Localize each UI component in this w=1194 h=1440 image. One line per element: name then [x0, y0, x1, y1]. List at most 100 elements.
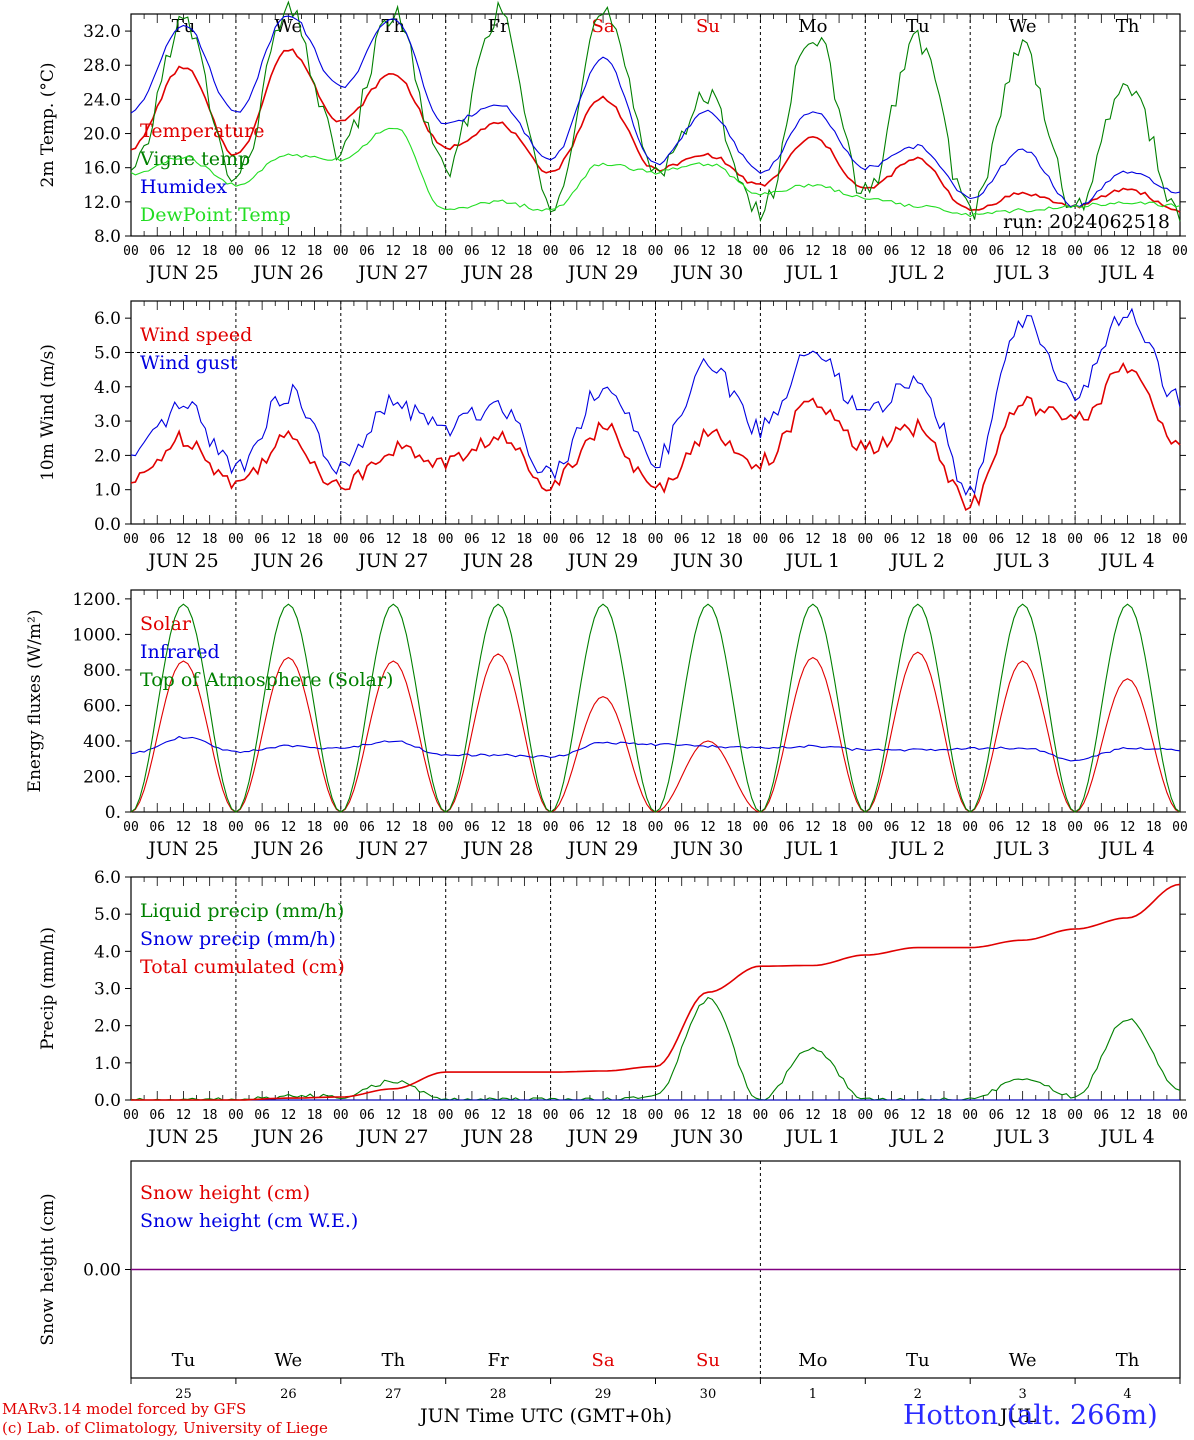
weekday-label: Su — [696, 1350, 720, 1371]
hour-label: 18 — [307, 532, 323, 547]
series-line-dewpoint-temp — [130, 127, 1181, 218]
hour-label: 06 — [254, 1108, 270, 1123]
hour-label: 12 — [910, 532, 926, 547]
y-tick-label: 2.0 — [94, 1017, 121, 1037]
date-label: JUN 27 — [356, 1126, 428, 1148]
hour-label: 12 — [700, 1108, 716, 1123]
hour-label: 00 — [857, 1108, 873, 1123]
hour-label: 18 — [202, 1108, 218, 1123]
hour-label: 12 — [281, 244, 297, 259]
legend-entry: Wind gust — [140, 352, 238, 374]
series-line-wind-speed — [130, 361, 1181, 512]
day-number-label: 3 — [1019, 1387, 1027, 1402]
series-line-humidex — [130, 15, 1181, 208]
weekday-label: Su — [696, 16, 720, 37]
hour-label: 18 — [831, 532, 847, 547]
hour-label: 06 — [1093, 820, 1109, 835]
date-label: JUN 29 — [566, 838, 638, 860]
hour-label: 18 — [726, 820, 742, 835]
series-line-liquid-precip-mm-h- — [130, 996, 1181, 1101]
hour-label: 12 — [490, 532, 506, 547]
y-tick-label: 0.0 — [94, 1091, 121, 1111]
plot-frame — [130, 300, 1181, 525]
hour-label: 12 — [700, 244, 716, 259]
y-tick-label: 200. — [83, 767, 121, 787]
legend-entry: DewPoint Temp — [140, 204, 291, 226]
hour-label: 12 — [595, 244, 611, 259]
hour-label: 00 — [648, 820, 664, 835]
hour-label: 06 — [779, 532, 795, 547]
panel-wind: 0.0 1.0 2.0 3.0 4.0 5.0 6.0 10m Wind (m/s) 00 06 1… — [38, 300, 1188, 572]
hour-label: 00 — [857, 532, 873, 547]
hour-label: 06 — [359, 532, 375, 547]
weekday-label: Fr — [488, 16, 509, 37]
day-number-label: 1 — [809, 1387, 817, 1402]
hour-label: 06 — [1093, 1108, 1109, 1123]
hour-label: 00 — [543, 532, 559, 547]
weekday-label: Tu — [906, 16, 930, 37]
hour-label: 12 — [1120, 820, 1136, 835]
hour-label: 18 — [1041, 244, 1057, 259]
hour-label: 00 — [228, 532, 244, 547]
hour-label: 06 — [1093, 244, 1109, 259]
hour-label: 12 — [385, 532, 401, 547]
date-label: JUL 4 — [1098, 838, 1154, 860]
legend-entry: Wind speed — [140, 324, 252, 346]
hour-label: 12 — [910, 244, 926, 259]
y-axis-title: Energy fluxes (W/m²) — [25, 610, 45, 793]
date-label: JUN 27 — [356, 838, 428, 860]
model-label: MARv3.14 model forced by GFS — [2, 1400, 247, 1418]
hour-label: 18 — [1146, 820, 1162, 835]
hour-label: 00 — [648, 1108, 664, 1123]
date-label: JUL 2 — [889, 1126, 945, 1148]
y-tick-label: 3.0 — [94, 980, 121, 1000]
series-line-total-cumulated-cm- — [131, 883, 1181, 1101]
month-label-jul: JUL — [1000, 1405, 1037, 1427]
date-label: JUN 28 — [461, 262, 533, 284]
hour-label: 00 — [543, 1108, 559, 1123]
hour-label: 06 — [464, 820, 480, 835]
hour-label: 18 — [412, 1108, 428, 1123]
date-label: JUL 1 — [784, 838, 840, 860]
hour-label: 00 — [753, 244, 769, 259]
weekday-label: Mo — [798, 16, 827, 37]
y-tick-label: 4.0 — [94, 942, 121, 962]
hour-label: 06 — [569, 820, 585, 835]
hour-label: 12 — [1015, 532, 1031, 547]
hour-label: 06 — [674, 532, 690, 547]
series-line-temperature — [130, 48, 1181, 213]
hour-label: 00 — [438, 244, 454, 259]
weekday-label: Sa — [592, 1350, 615, 1371]
hour-label: 06 — [149, 532, 165, 547]
day-number-label: 28 — [490, 1387, 507, 1402]
hour-label: 00 — [1172, 532, 1188, 547]
series-line-wind-gust — [130, 307, 1181, 497]
date-label: JUN 29 — [566, 262, 638, 284]
date-label: JUL 1 — [784, 262, 840, 284]
hour-label: 18 — [202, 532, 218, 547]
hour-label: 18 — [1146, 1108, 1162, 1123]
hour-label: 00 — [333, 820, 349, 835]
day-number-label: 25 — [175, 1387, 192, 1402]
hour-label: 18 — [1041, 820, 1057, 835]
hour-label: 00 — [438, 820, 454, 835]
weekday-label: Th — [1116, 16, 1140, 37]
hour-label: 00 — [1067, 1108, 1083, 1123]
date-label: JUL 2 — [889, 838, 945, 860]
hour-label: 00 — [228, 820, 244, 835]
day-number-label: 27 — [385, 1387, 402, 1402]
hour-label: 18 — [726, 1108, 742, 1123]
hour-label: 18 — [307, 244, 323, 259]
legend-entry: Infrared — [140, 641, 220, 663]
hour-label: 12 — [1015, 1108, 1031, 1123]
hour-label: 06 — [779, 244, 795, 259]
run-label: run: 2024062518 — [1003, 211, 1170, 233]
hour-label: 00 — [333, 244, 349, 259]
date-label: JUL 4 — [1098, 262, 1154, 284]
hour-label: 06 — [674, 820, 690, 835]
hour-label: 18 — [726, 244, 742, 259]
panel-energy: 0. 200. 400. 600. 800. 1000. 1200. Energy fluxe… — [25, 589, 1188, 860]
hour-label: 00 — [333, 532, 349, 547]
hour-label: 06 — [569, 532, 585, 547]
hour-label: 00 — [1172, 244, 1188, 259]
